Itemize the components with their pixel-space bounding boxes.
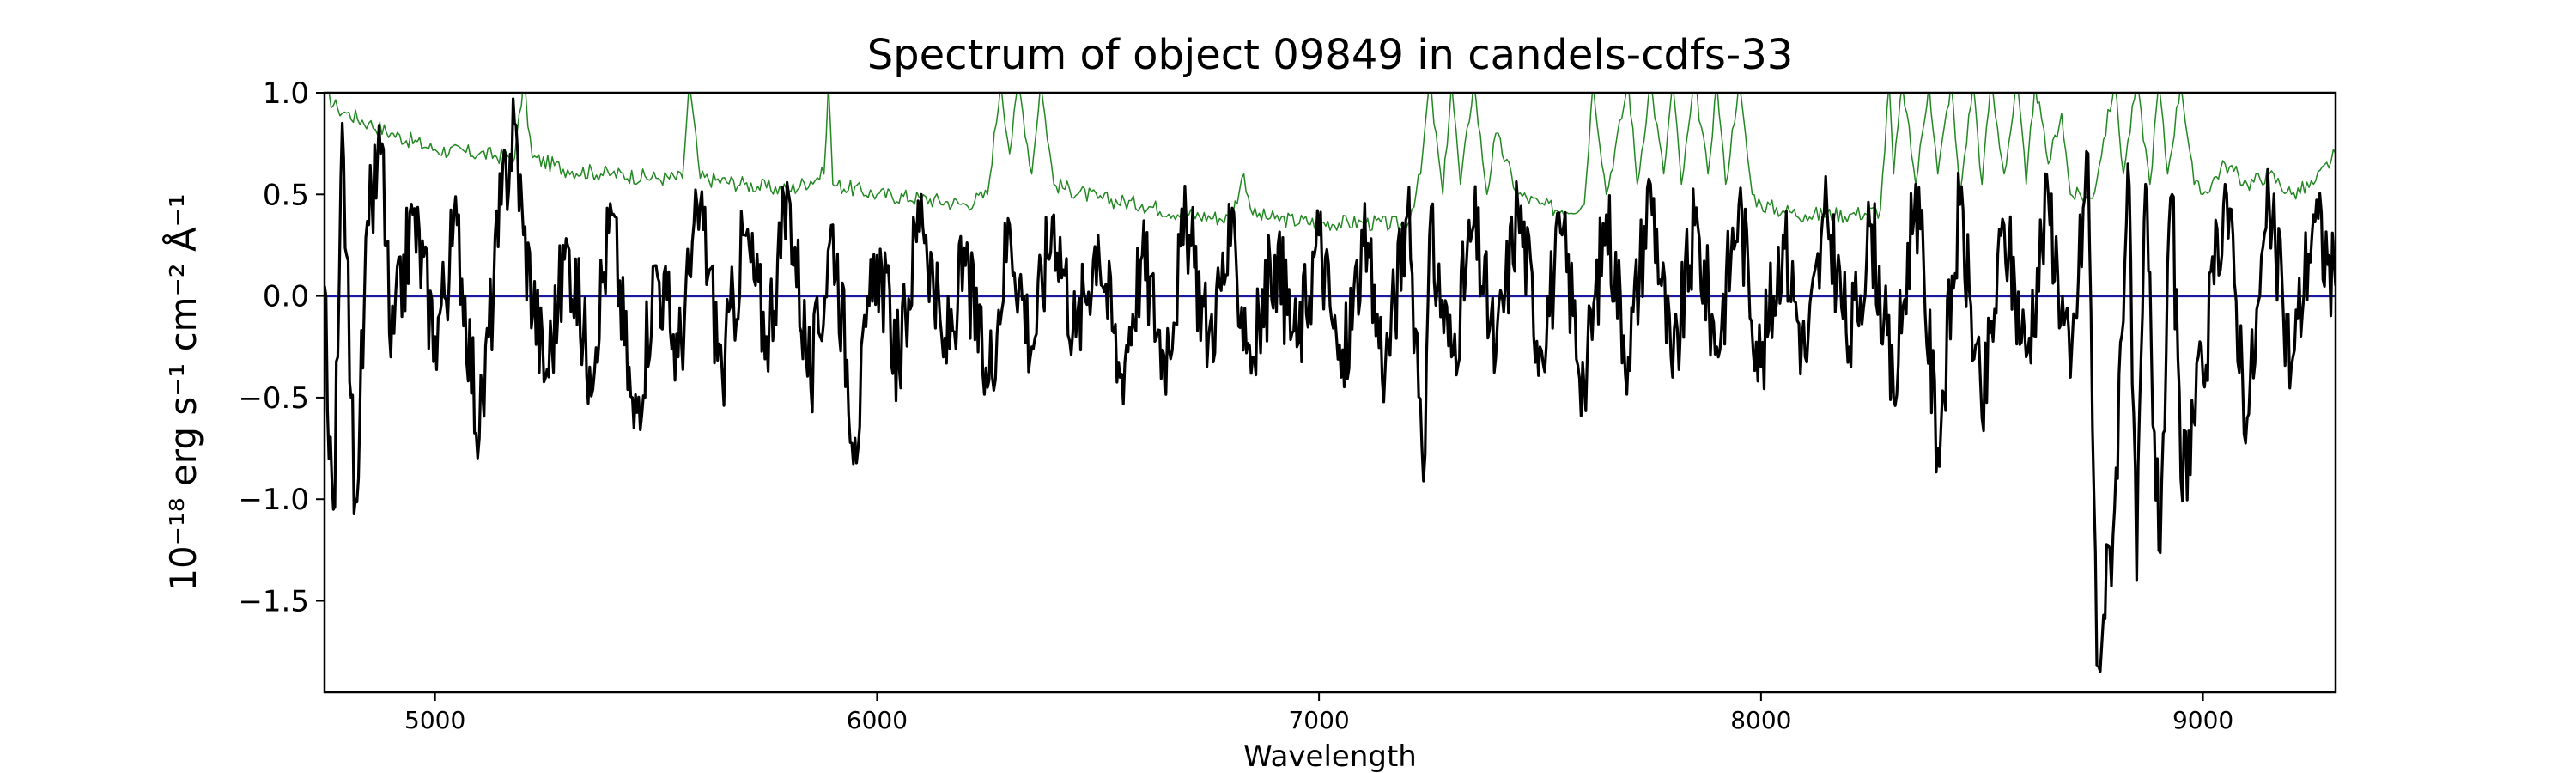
chart-title: Spectrum of object 09849 in candels-cdfs… — [867, 31, 1794, 79]
y-tick-label: −1.5 — [238, 585, 309, 619]
y-tick-label: −1.0 — [238, 483, 309, 517]
y-tick-label: 1.0 — [263, 76, 309, 111]
x-tick-label: 9000 — [2172, 706, 2233, 734]
x-tick-label: 5000 — [404, 706, 465, 734]
y-tick-label: 0.0 — [263, 280, 309, 314]
y-axis-label: 10⁻¹⁸ erg s⁻¹ cm⁻² Å⁻¹ — [161, 193, 204, 591]
x-tick-label: 8000 — [1730, 706, 1791, 734]
x-tick-label: 6000 — [847, 706, 908, 734]
y-tick-label: 0.5 — [263, 178, 309, 212]
plot-frame — [323, 91, 2337, 694]
error-line — [325, 93, 2336, 233]
y-tick-label: −0.5 — [238, 381, 309, 416]
plot-area — [325, 93, 2336, 673]
flux-line — [325, 97, 2336, 673]
x-axis-label: Wavelength — [1243, 740, 1417, 773]
x-tick-label: 7000 — [1288, 706, 1349, 734]
axis-ticks: 5000 6000 7000 8000 9000 1.0 0.5 0.0 −0.5 −1.0 −1.… — [238, 76, 2233, 734]
